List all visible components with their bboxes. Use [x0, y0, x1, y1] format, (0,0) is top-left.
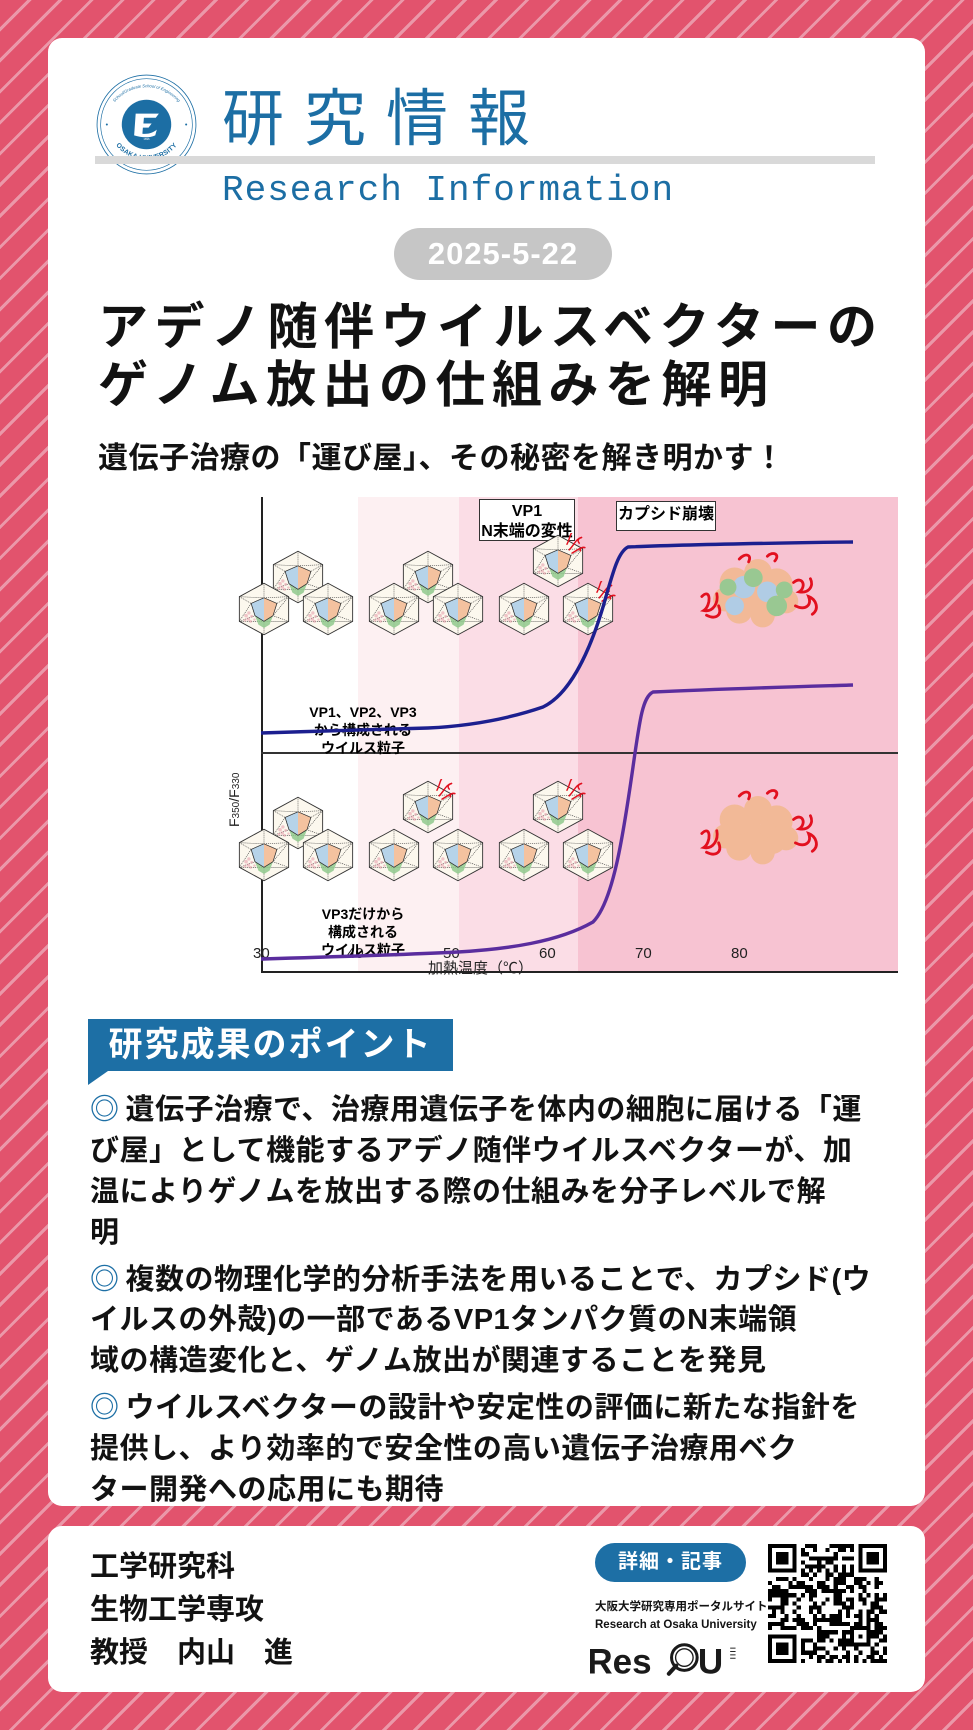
svg-text:Res: Res	[590, 1643, 652, 1682]
svg-text:1896: 1896	[143, 137, 150, 141]
svg-text:U: U	[698, 1643, 723, 1682]
